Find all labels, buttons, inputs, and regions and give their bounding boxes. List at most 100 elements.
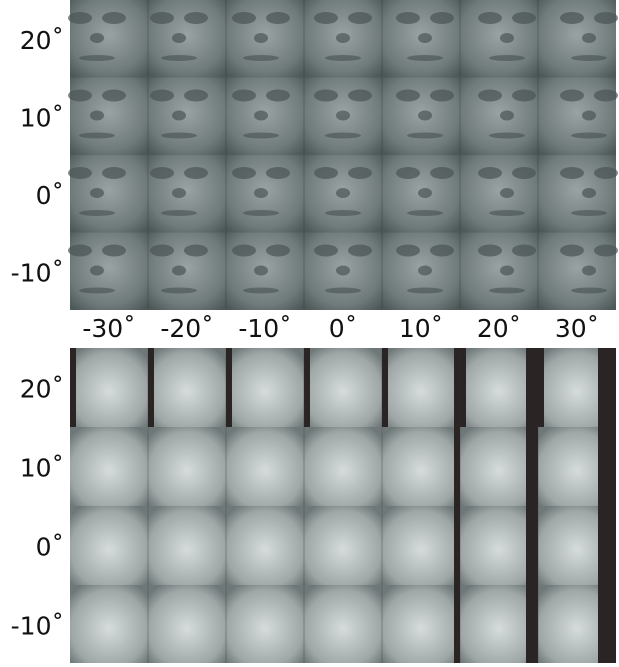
eye-shadow <box>232 89 256 102</box>
eye-shadow <box>102 244 126 257</box>
mouth-shadow <box>161 132 197 139</box>
bottom-grid <box>70 348 616 664</box>
eye-shadow <box>184 89 208 102</box>
column-label: 10˚ <box>399 314 443 343</box>
image-tile <box>70 506 148 585</box>
eye-shadow <box>314 167 338 179</box>
column-label: 30˚ <box>555 314 599 343</box>
image-tile <box>148 155 226 233</box>
eye-shadow <box>150 167 174 179</box>
mouth-shadow <box>407 55 443 61</box>
eye-shadow <box>594 244 618 257</box>
nose-shadow <box>582 265 596 276</box>
image-tile <box>304 506 382 585</box>
eye-shadow <box>512 244 536 257</box>
mouth-shadow <box>407 132 443 139</box>
row-label: 0˚ <box>36 533 64 562</box>
eye-shadow <box>512 167 536 179</box>
background-edge <box>304 348 310 427</box>
image-tile <box>148 0 226 78</box>
nose-shadow <box>582 110 596 121</box>
image-tile <box>70 77 148 155</box>
eye-shadow <box>314 244 338 257</box>
eye-shadow <box>150 89 174 102</box>
image-tile <box>304 585 382 664</box>
mouth-shadow <box>325 55 361 61</box>
mouth-shadow <box>79 210 115 216</box>
mouth-shadow <box>243 55 279 61</box>
background-edge <box>526 506 538 585</box>
column-label: -20˚ <box>160 314 213 343</box>
mouth-shadow <box>243 287 279 294</box>
image-tile <box>382 427 460 506</box>
eye-shadow <box>396 89 420 102</box>
image-tile <box>70 585 148 664</box>
mouth-shadow <box>489 132 525 139</box>
image-tile <box>226 506 304 585</box>
eye-shadow <box>102 167 126 179</box>
image-tile <box>226 348 304 427</box>
mouth-shadow <box>243 210 279 216</box>
eye-shadow <box>150 244 174 257</box>
nose-shadow <box>418 110 432 121</box>
eye-shadow <box>478 12 502 24</box>
background-edge <box>454 348 460 427</box>
eye-shadow <box>68 89 92 102</box>
eye-shadow <box>266 167 290 179</box>
image-tile <box>382 585 460 664</box>
nose-shadow <box>336 33 350 43</box>
eye-shadow <box>512 89 536 102</box>
eye-shadow <box>102 12 126 24</box>
row-label: 0˚ <box>36 181 64 210</box>
nose-shadow <box>90 265 104 276</box>
eye-shadow <box>560 167 584 179</box>
eye-shadow <box>594 12 618 24</box>
eye-shadow <box>184 12 208 24</box>
image-tile <box>148 77 226 155</box>
nose-shadow <box>172 265 186 276</box>
nose-shadow <box>582 33 596 43</box>
eye-shadow <box>102 89 126 102</box>
eye-shadow <box>348 167 372 179</box>
nose-shadow <box>90 33 104 43</box>
nose-shadow <box>336 110 350 121</box>
eye-shadow <box>266 89 290 102</box>
nose-shadow <box>336 265 350 276</box>
nose-shadow <box>500 33 514 43</box>
background-edge <box>226 348 232 427</box>
image-tile <box>226 585 304 664</box>
image-tile <box>148 348 226 427</box>
row-label: 10˚ <box>20 454 64 483</box>
eye-shadow <box>266 244 290 257</box>
background-edge <box>382 348 388 427</box>
image-tile <box>70 427 148 506</box>
eye-shadow <box>314 89 338 102</box>
image-tile <box>148 427 226 506</box>
column-label: -10˚ <box>238 314 291 343</box>
row-label: -10˚ <box>11 258 64 287</box>
nose-shadow <box>172 110 186 121</box>
eye-shadow <box>478 89 502 102</box>
eye-shadow <box>396 12 420 24</box>
background-edge <box>526 585 538 664</box>
mouth-shadow <box>571 132 607 139</box>
eye-shadow <box>348 244 372 257</box>
image-tile <box>460 0 538 78</box>
eye-shadow <box>478 244 502 257</box>
mouth-shadow <box>571 287 607 294</box>
eye-shadow <box>348 89 372 102</box>
mouth-shadow <box>79 287 115 294</box>
nose-shadow <box>500 110 514 121</box>
mouth-shadow <box>571 210 607 216</box>
eye-shadow <box>68 244 92 257</box>
top-grid <box>68 0 618 310</box>
nose-shadow <box>418 188 432 198</box>
nose-shadow <box>500 265 514 276</box>
column-label: 20˚ <box>477 314 521 343</box>
background-edge <box>70 348 76 427</box>
eye-shadow <box>560 244 584 257</box>
image-tile <box>460 232 538 310</box>
mouth-shadow <box>571 55 607 61</box>
background-edge <box>460 348 466 427</box>
